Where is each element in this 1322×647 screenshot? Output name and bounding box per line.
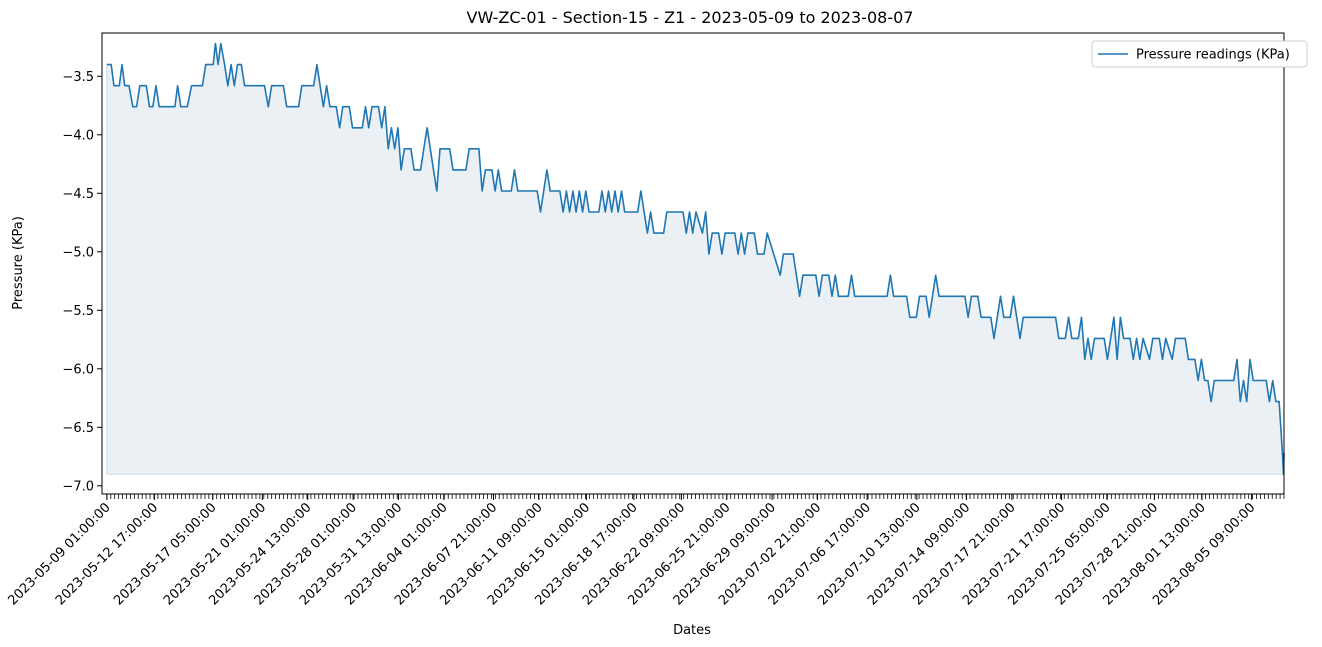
y-tick-label: −5.5 [62,304,94,319]
series-line-layer [106,42,1285,475]
chart-title: VW-ZC-01 - Section-15 - Z1 - 2023-05-09 … [467,8,914,27]
y-tick-label: −4.0 [62,128,94,143]
legend-entry-pressure: Pressure readings (KPa) [1136,48,1290,63]
legend: Pressure readings (KPa) [1091,40,1308,68]
y-axis-label: Pressure (KPa) [11,216,26,310]
plot-frame [101,32,1285,495]
series-line-pressure [106,42,1285,475]
y-tick-label: −7.0 [62,479,94,494]
y-tick-label: −6.5 [62,421,94,436]
y-axis-ticks: −3.5 −4.0 −4.5 −5.0 −5.5 −6.0 −6.5 −7.0 [62,70,102,494]
y-tick-label: −4.5 [62,187,94,202]
y-tick-label: −5.0 [62,245,94,260]
y-tick-label: −6.0 [62,362,94,377]
x-axis-label: Dates [673,623,711,638]
legend-box [1091,40,1308,68]
y-tick-label: −3.5 [62,70,94,85]
